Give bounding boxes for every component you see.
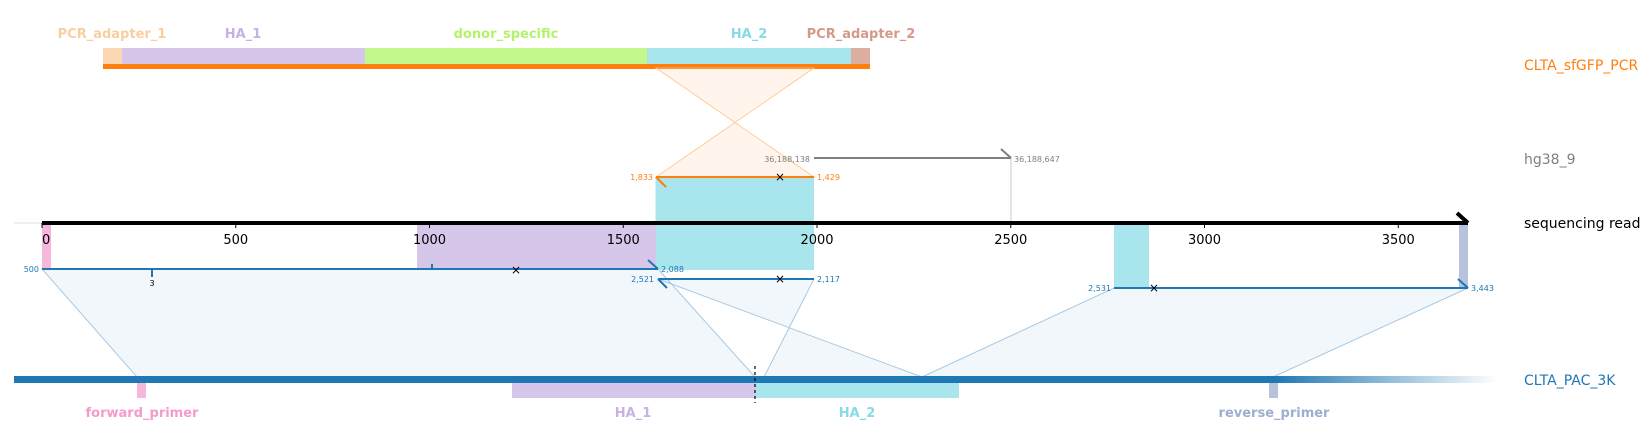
pac-feature-label-ha-2: HA_2 bbox=[839, 406, 876, 421]
pcr-end-coordinate: 1,429 bbox=[817, 173, 840, 182]
read-feature-ha-1 bbox=[417, 224, 658, 270]
pac-alignment-1-arrowhead bbox=[647, 259, 659, 270]
track-label-pac: CLTA_PAC_3K bbox=[1524, 373, 1616, 389]
pcr-feature-label-ha-2: HA_2 bbox=[731, 27, 768, 42]
read-axis-tick-label: 2000 bbox=[800, 233, 833, 248]
track-label-pcr: CLTA_sfGFP_PCR bbox=[1524, 58, 1638, 74]
pac-alignment-2-mismatch-mark: × bbox=[775, 272, 785, 286]
pac-reference-fade bbox=[1274, 376, 1498, 383]
read-axis-tick-label: 3500 bbox=[1382, 233, 1415, 248]
pac-feature-reverse-primer bbox=[1269, 383, 1278, 398]
pac-alignment-3-end-coordinate: 3,443 bbox=[1471, 284, 1494, 293]
pcr-feature-donor-specific bbox=[365, 48, 647, 64]
read-axis-tick-label: 0 bbox=[42, 233, 50, 248]
read-axis-ticks: 0 500 1000 1500 2000 2500 3000 3500 bbox=[41, 223, 1415, 248]
pac-alignment-2-end-coordinate: 2,117 bbox=[817, 275, 840, 284]
read-axis-arrowhead bbox=[1455, 211, 1470, 225]
genome-end-coordinate: 36,188,647 bbox=[1014, 155, 1060, 164]
pac-alignment-3-mismatch-mark: × bbox=[1149, 281, 1159, 295]
track-labels: CLTA_sfGFP_PCR hg38_9 sequencing read CL… bbox=[1524, 58, 1640, 389]
read-axis-tick-label: 500 bbox=[223, 233, 248, 248]
track-label-read: sequencing read bbox=[1524, 216, 1640, 232]
pac-alignment-3-arrowhead bbox=[1457, 278, 1469, 289]
read-axis-tick-label: 1000 bbox=[413, 233, 446, 248]
read-feature-ha-2-second bbox=[1114, 224, 1149, 288]
genome-alignment-arrowhead bbox=[1000, 148, 1012, 159]
pcr-product-track: PCR_adapter_1 HA_1 donor_specific HA_2 P… bbox=[58, 27, 916, 69]
read-axis: 0 500 1000 1500 2000 2500 3000 3500 bbox=[14, 211, 1470, 248]
pcr-feature-pcr-adapter-2 bbox=[851, 48, 870, 64]
track-label-genome: hg38_9 bbox=[1524, 152, 1575, 168]
pac-feature-label-reverse-primer: reverse_primer bbox=[1219, 406, 1331, 421]
read-axis-tick-label: 1500 bbox=[607, 233, 640, 248]
pcr-feature-ha-2 bbox=[647, 48, 851, 64]
pac-reference-track: forward_primer HA_1 HA_2 reverse_primer bbox=[14, 366, 1498, 421]
pcr-alignment: × 1,833 1,429 bbox=[630, 170, 840, 188]
pac-alignment-2-start-coordinate: 2,521 bbox=[631, 275, 654, 284]
pcr-feature-label-donor-specific: donor_specific bbox=[454, 27, 559, 42]
pac-alignment-1-start-coordinate: 500 bbox=[24, 265, 39, 274]
pac-alignment-3-start-coordinate: 2,531 bbox=[1088, 284, 1111, 293]
pac-alignment-1-end-coordinate: 2,088 bbox=[661, 265, 684, 274]
pac-feature-label-forward-primer: forward_primer bbox=[86, 406, 200, 421]
pac-feature-label-ha-1: HA_1 bbox=[615, 406, 652, 421]
pcr-start-coordinate: 1,833 bbox=[630, 173, 653, 182]
pcr-feature-label-pcr-adapter-2: PCR_adapter_2 bbox=[807, 27, 916, 42]
pac-alignment-1-indel-label: 3 bbox=[149, 279, 154, 288]
pcr-feature-pcr-adapter-1 bbox=[103, 48, 122, 64]
read-axis-tick-label: 3000 bbox=[1188, 233, 1221, 248]
pac-feature-ha-1 bbox=[512, 383, 755, 398]
pac-feature-ha-2 bbox=[755, 383, 959, 398]
pac-connection-wedges bbox=[40, 268, 1469, 378]
genome-alignment: 36,188,138 36,188,647 bbox=[764, 148, 1060, 164]
read-feature-reverse-primer bbox=[1459, 224, 1468, 288]
pcr-reference-line bbox=[103, 64, 870, 69]
pcr-alignment-arrowhead bbox=[655, 176, 667, 188]
pac-alignment-2-arrowhead bbox=[657, 278, 668, 289]
pcr-feature-ha-1 bbox=[122, 48, 365, 64]
pcr-feature-label-ha-1: HA_1 bbox=[225, 27, 262, 42]
read-feature-forward-primer bbox=[42, 224, 51, 270]
pac-feature-forward-primer bbox=[137, 383, 146, 398]
pcr-mismatch-mark: × bbox=[775, 170, 785, 184]
pcr-feature-label-pcr-adapter-1: PCR_adapter_1 bbox=[58, 27, 167, 42]
genome-start-coordinate: 36,188,138 bbox=[764, 155, 810, 164]
read-axis-tick-label: 2500 bbox=[994, 233, 1027, 248]
pac-reference-line bbox=[14, 376, 1274, 383]
pac-alignment-1-mismatch-mark: × bbox=[511, 263, 521, 277]
pac-alignments: 3 × 500 2,088 × 2,521 2,117 × 2,531 3,44… bbox=[24, 259, 1494, 295]
